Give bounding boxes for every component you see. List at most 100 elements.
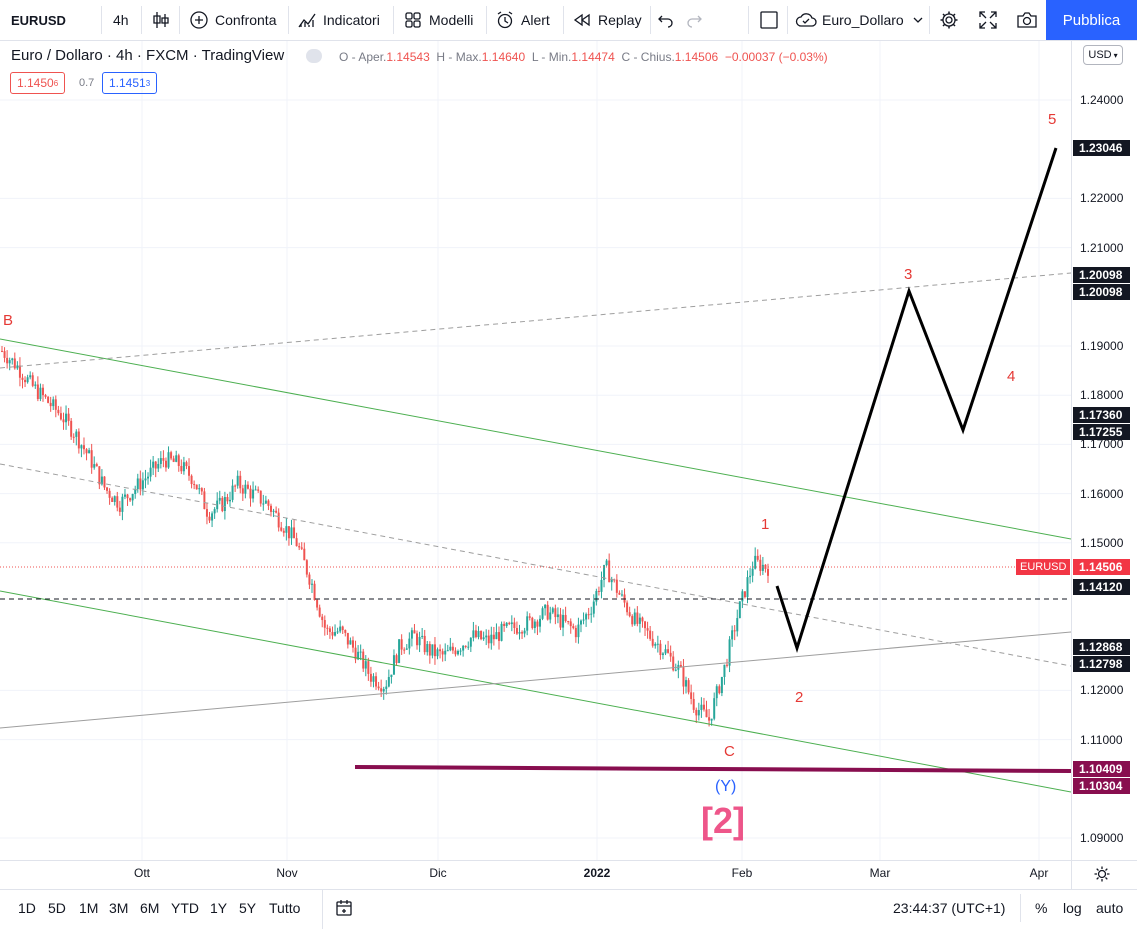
- indicators-button[interactable]: Indicatori: [297, 0, 380, 40]
- symbol-search[interactable]: EURUSD: [11, 12, 66, 28]
- candle-body: [354, 647, 357, 660]
- wave-label-b[interactable]: B: [3, 312, 14, 329]
- currency-button[interactable]: USD ▾: [1083, 45, 1123, 65]
- alert-button[interactable]: Alert: [495, 0, 550, 40]
- candle-body: [480, 630, 483, 640]
- candle-body: [490, 634, 493, 644]
- legend-toggle-button[interactable]: [306, 49, 322, 63]
- candle-body: [339, 626, 342, 632]
- toolbar-divider: [650, 6, 651, 34]
- price-chart[interactable]: [0, 41, 1071, 860]
- candle-body: [597, 590, 600, 592]
- candle-body: [139, 478, 142, 490]
- channel-upper-line[interactable]: [0, 338, 1071, 540]
- candle-body: [669, 652, 672, 657]
- redo-icon[interactable]: [685, 0, 703, 40]
- fullscreen-icon[interactable]: [978, 0, 998, 40]
- candle-body: [682, 667, 685, 687]
- wave-label-3[interactable]: 3: [904, 266, 913, 283]
- time-axis-border: [0, 860, 1137, 861]
- range-button-tutto[interactable]: Tutto: [269, 900, 301, 916]
- price-axis-tick: 1.12000: [1080, 683, 1124, 698]
- dashed-upper-line[interactable]: [0, 272, 1071, 369]
- interval-button[interactable]: 4h: [113, 12, 129, 28]
- candle-body: [129, 498, 132, 501]
- candle-body: [482, 637, 485, 640]
- range-button-1m[interactable]: 1M: [79, 900, 99, 916]
- candles-icon[interactable]: [151, 0, 171, 40]
- dashed-mid-line[interactable]: [0, 463, 1071, 667]
- wave-label-degree-2[interactable]: [2]: [701, 800, 745, 841]
- candle-body: [205, 509, 208, 517]
- candle-body: [679, 664, 682, 668]
- candle-body: [164, 460, 167, 468]
- candle-body: [357, 651, 360, 660]
- candle-body: [121, 496, 124, 512]
- buy-price-box[interactable]: 1.1451 3: [102, 72, 158, 94]
- publish-button[interactable]: Pubblica: [1046, 0, 1137, 40]
- candle-body: [346, 632, 349, 645]
- candle-body: [590, 613, 593, 615]
- layout-name-button[interactable]: Euro_Dollaro: [795, 0, 924, 40]
- candle-body: [136, 478, 139, 490]
- log-scale-toggle[interactable]: log: [1063, 900, 1082, 916]
- time-axis-tick: Nov: [276, 866, 298, 880]
- candle-body: [29, 375, 32, 378]
- wave-label-5[interactable]: 5: [1048, 111, 1057, 128]
- range-button-1y[interactable]: 1Y: [210, 900, 228, 916]
- percent-scale-toggle[interactable]: %: [1035, 900, 1048, 916]
- auto-scale-toggle[interactable]: auto: [1096, 900, 1124, 916]
- candle-body: [733, 630, 736, 632]
- range-button-ytd[interactable]: YTD: [171, 900, 199, 916]
- wave-label-4[interactable]: 4: [1007, 368, 1016, 385]
- calendar-range-icon[interactable]: [335, 899, 353, 922]
- candle-body: [144, 478, 147, 481]
- settings-sun-icon[interactable]: [1094, 866, 1110, 887]
- candle-body: [661, 653, 664, 656]
- candle-body: [75, 431, 78, 437]
- candle-body: [118, 507, 121, 512]
- candle-body: [82, 445, 85, 450]
- compare-button[interactable]: Confronta: [189, 0, 276, 40]
- wave-label-c[interactable]: C: [724, 743, 735, 760]
- camera-icon[interactable]: [1016, 0, 1038, 40]
- replay-button[interactable]: Replay: [572, 0, 642, 40]
- candle-body: [408, 638, 411, 649]
- gear-icon[interactable]: [939, 0, 959, 40]
- undo-icon[interactable]: [657, 0, 675, 40]
- range-button-1d[interactable]: 1D: [18, 900, 36, 916]
- candle-body: [323, 620, 326, 628]
- templates-button[interactable]: Modelli: [404, 0, 473, 40]
- sell-price-box[interactable]: 1.1450 6: [10, 72, 66, 94]
- layout-square-icon[interactable]: [759, 0, 779, 40]
- candle-body: [659, 643, 662, 656]
- candle-body: [100, 476, 103, 485]
- wave-label-y[interactable]: (Y): [715, 778, 737, 795]
- candle-body: [672, 656, 675, 671]
- wave-label-1[interactable]: 1: [761, 516, 770, 533]
- candle-body: [54, 399, 57, 410]
- candle-body: [515, 628, 518, 634]
- range-button-6m[interactable]: 6M: [140, 900, 160, 916]
- range-button-5y[interactable]: 5Y: [239, 900, 257, 916]
- channel-lower-line[interactable]: [0, 590, 1071, 793]
- candle-body: [641, 617, 644, 622]
- candle-body: [577, 624, 580, 638]
- candle-body: [11, 358, 14, 361]
- candle-body: [195, 484, 198, 490]
- range-button-3m[interactable]: 3M: [109, 900, 129, 916]
- candle-body: [95, 464, 98, 467]
- candle-body: [610, 579, 613, 583]
- candle-body: [603, 565, 606, 580]
- candle-body: [377, 686, 380, 689]
- range-button-5d[interactable]: 5D: [48, 900, 66, 916]
- trend-line[interactable]: [0, 631, 1071, 729]
- candle-body: [80, 445, 83, 449]
- wave-label-2[interactable]: 2: [795, 689, 804, 706]
- candle-body: [226, 497, 229, 502]
- support-line[interactable]: [354, 765, 1071, 773]
- candle-body: [715, 686, 718, 699]
- clock-timezone[interactable]: 23:44:37 (UTC+1): [893, 900, 1006, 916]
- candle-body: [152, 461, 155, 468]
- elliott-projection-path[interactable]: [775, 147, 1058, 653]
